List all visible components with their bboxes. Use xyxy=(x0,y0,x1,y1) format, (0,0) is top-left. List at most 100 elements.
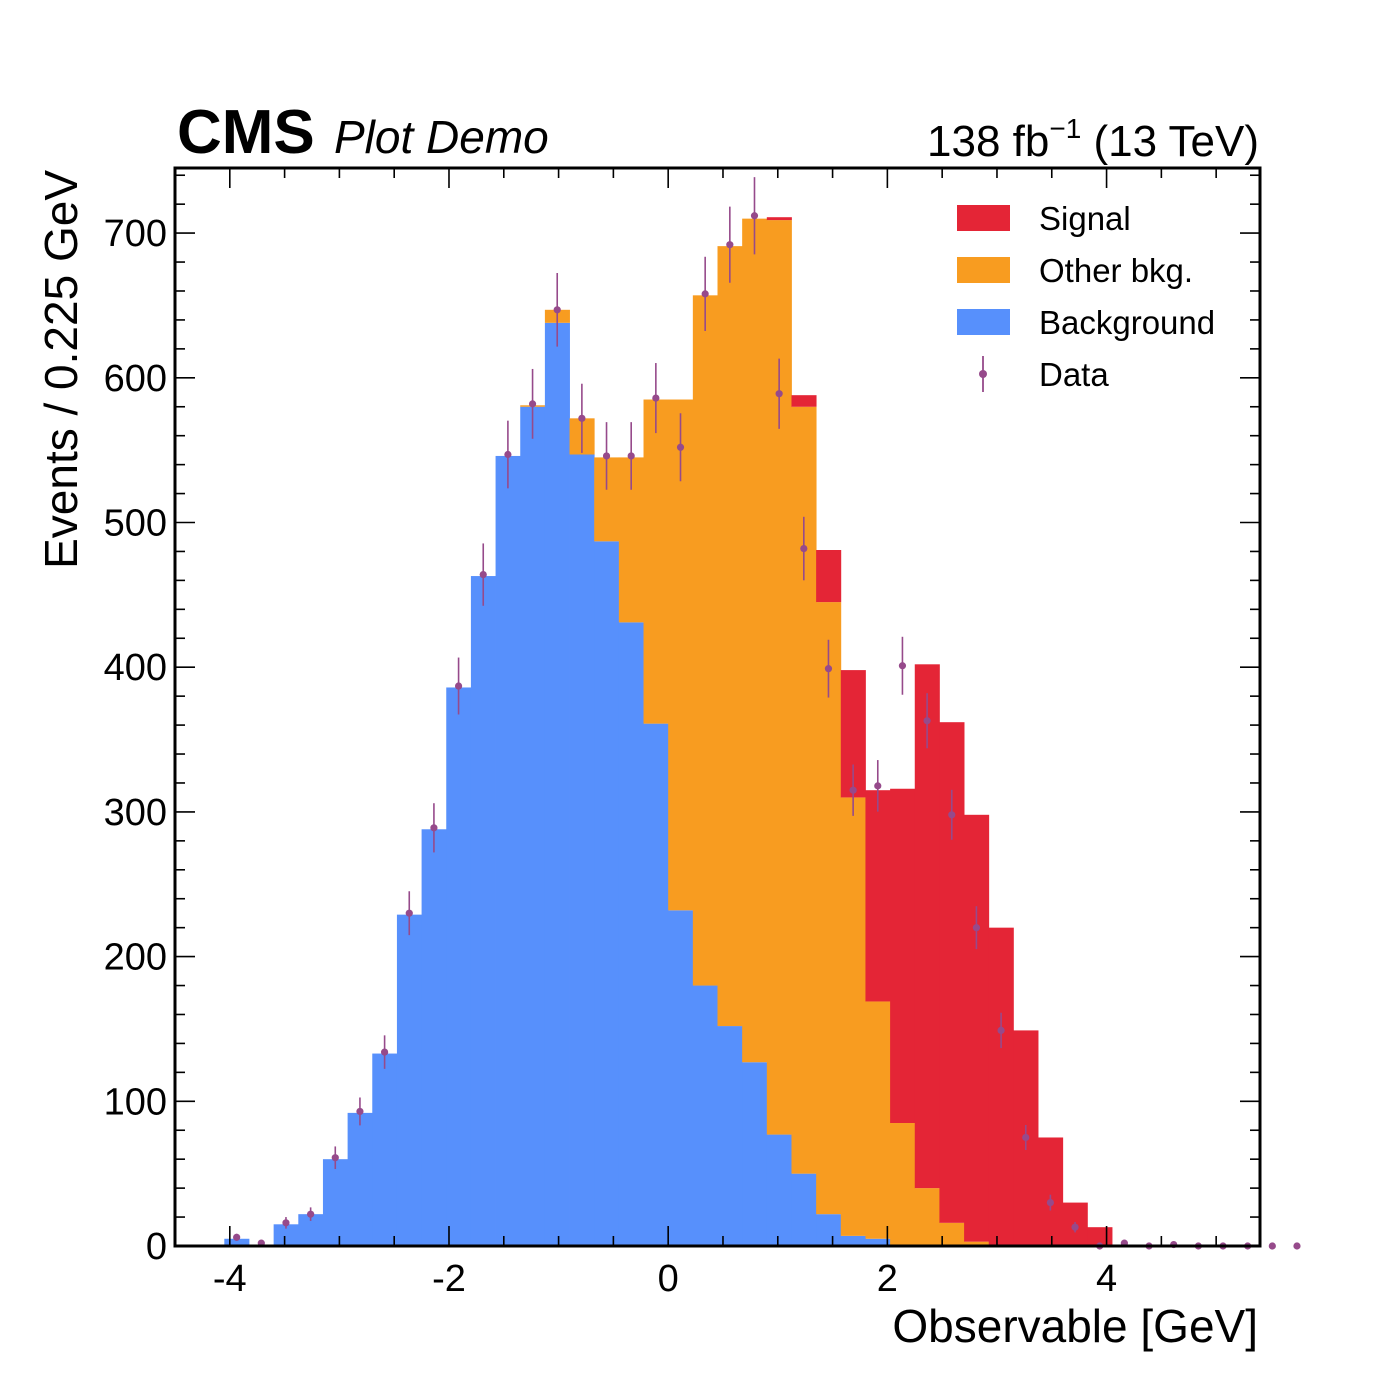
data-point-24 xyxy=(824,639,833,698)
bar-signal-33 xyxy=(1038,1137,1064,1246)
legend-label-0: Signal xyxy=(1039,200,1131,237)
bar-background-23 xyxy=(791,1173,817,1246)
axis-ticks xyxy=(174,168,1260,1247)
bar-other-bkg-18 xyxy=(668,399,694,911)
bar-background-16 xyxy=(618,622,644,1246)
data-point-15 xyxy=(602,422,611,490)
data-point-2 xyxy=(282,1217,290,1229)
bar-background-17 xyxy=(643,723,669,1246)
bar-other-bkg-25 xyxy=(840,797,866,1236)
bar-background-25 xyxy=(840,1235,866,1246)
x-tick-label-0: -4 xyxy=(213,1258,247,1300)
bar-background-0 xyxy=(224,1238,250,1246)
bar-background-8 xyxy=(421,829,447,1246)
bar-other-bkg-26 xyxy=(865,1001,891,1239)
bar-background-21 xyxy=(742,1062,768,1246)
bar-background-14 xyxy=(569,454,595,1246)
y-tick-label-7: 700 xyxy=(104,213,167,255)
x-tick-label-1: -2 xyxy=(432,1258,466,1300)
data-point-43 xyxy=(1293,1242,1301,1250)
lumi-energy: (13 TeV) xyxy=(1081,117,1259,166)
x-tick-label-3: 2 xyxy=(877,1258,898,1300)
plot-frame xyxy=(173,166,1262,1248)
data-point-28 xyxy=(923,693,931,749)
y-axis-title: Events / 0.225 GeV xyxy=(35,170,87,569)
data-point-23 xyxy=(800,516,808,581)
data-point-12 xyxy=(528,368,537,439)
legend-label-3: Data xyxy=(1039,356,1109,393)
data-point-0 xyxy=(233,1233,241,1241)
data-point-13 xyxy=(553,273,561,347)
legend-label-1: Other bkg. xyxy=(1039,252,1193,289)
lumi-label: 138 fb−1 (13 TeV) xyxy=(927,113,1259,166)
data-points xyxy=(233,177,1301,1250)
bar-other-bkg-27 xyxy=(890,1123,916,1246)
x-axis-title: Observable [GeV] xyxy=(892,1300,1258,1352)
bar-background-7 xyxy=(396,914,422,1246)
legend-swatch-0 xyxy=(957,205,1010,231)
data-point-9 xyxy=(454,657,463,715)
data-point-16 xyxy=(627,422,635,490)
x-tick-label-2: 0 xyxy=(658,1258,679,1300)
bar-background-19 xyxy=(692,985,718,1246)
bar-background-13 xyxy=(544,322,570,1247)
bar-other-bkg-29 xyxy=(939,1222,965,1246)
data-point-7 xyxy=(405,891,413,936)
data-point-29 xyxy=(948,789,956,840)
legend-swatch-1 xyxy=(957,257,1010,283)
y-tick-label-3: 300 xyxy=(104,792,167,834)
data-point-5 xyxy=(356,1097,364,1126)
data-point-6 xyxy=(381,1035,389,1069)
bar-background-12 xyxy=(520,406,546,1246)
data-point-18 xyxy=(676,413,685,482)
data-point-17 xyxy=(652,363,660,434)
y-tick-labels: 0 100 200 300 400 500 600 700 xyxy=(104,213,167,1268)
bar-background-22 xyxy=(766,1134,792,1246)
legend-item-3: Data xyxy=(979,356,1109,393)
bar-background-10 xyxy=(470,576,496,1246)
bar-background-15 xyxy=(594,541,620,1246)
data-point-27 xyxy=(898,636,907,695)
bar-background-4 xyxy=(322,1159,349,1246)
bar-signal-23 xyxy=(791,395,817,407)
y-tick-label-2: 200 xyxy=(104,937,167,979)
bar-background-2 xyxy=(273,1224,299,1246)
x-tick-label-4: 4 xyxy=(1096,1258,1117,1300)
bar-other-bkg-24 xyxy=(816,602,842,1215)
y-tick-label-5: 500 xyxy=(104,503,167,545)
y-tick-label-4: 400 xyxy=(104,647,167,689)
bar-other-bkg-20 xyxy=(717,246,743,1027)
data-point-4 xyxy=(331,1146,339,1170)
x-tick-labels: -4 -2 0 2 4 xyxy=(213,1258,1117,1300)
data-point-19 xyxy=(701,256,709,331)
lumi-exponent: −1 xyxy=(1049,113,1081,144)
bar-other-bkg-21 xyxy=(742,218,768,1063)
data-point-20 xyxy=(726,206,734,283)
bar-background-6 xyxy=(372,1053,398,1246)
data-point-31 xyxy=(997,1012,1005,1049)
y-tick-label-0: 0 xyxy=(146,1226,167,1268)
legend-item-2: Background xyxy=(957,304,1215,341)
data-point-22 xyxy=(775,358,783,429)
bar-background-18 xyxy=(668,910,694,1246)
data-point-26 xyxy=(874,760,882,812)
bar-background-24 xyxy=(816,1214,842,1246)
data-point-14 xyxy=(578,383,586,453)
stacked-bars xyxy=(224,217,1113,1247)
bar-other-bkg-28 xyxy=(914,1188,940,1246)
data-point-42 xyxy=(1268,1242,1276,1250)
bar-other-bkg-19 xyxy=(692,295,718,986)
data-point-34 xyxy=(1071,1221,1079,1233)
data-point-8 xyxy=(430,803,438,853)
y-tick-label-6: 600 xyxy=(104,358,167,400)
data-point-32 xyxy=(1022,1124,1030,1151)
data-point-33 xyxy=(1046,1194,1054,1211)
data-point-30 xyxy=(972,906,981,950)
bar-background-11 xyxy=(495,455,521,1246)
legend-label-2: Background xyxy=(1039,304,1215,341)
bar-signal-30 xyxy=(964,814,990,1242)
y-tick-label-1: 100 xyxy=(104,1081,167,1123)
bar-signal-31 xyxy=(988,927,1014,1246)
bar-signal-27 xyxy=(890,788,916,1123)
